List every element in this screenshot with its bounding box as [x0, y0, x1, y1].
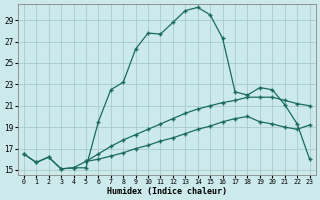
X-axis label: Humidex (Indice chaleur): Humidex (Indice chaleur) — [107, 187, 227, 196]
